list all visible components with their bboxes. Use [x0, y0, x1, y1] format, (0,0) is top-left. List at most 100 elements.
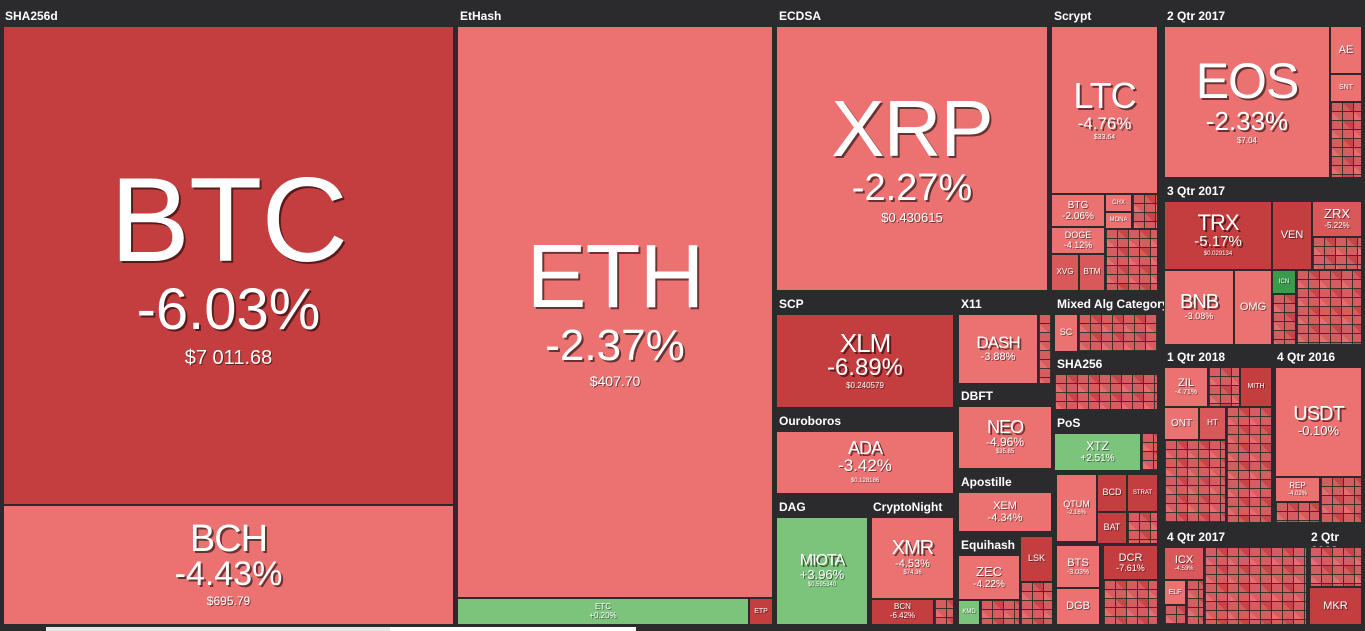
tile-btg[interactable]: BTG -2.06% [1051, 194, 1105, 227]
tile-rep[interactable]: REP -4.02% [1275, 477, 1320, 502]
tile-lsk[interactable]: LSK [1020, 536, 1053, 582]
misc-small-coins-mosaic[interactable] [1020, 582, 1053, 625]
tile-zil[interactable]: ZIL -4.71% [1164, 367, 1208, 407]
tile-trx[interactable]: TRX -5.17% $0.029134 [1164, 201, 1272, 270]
tile-xmr[interactable]: XMR -4.53% $74.36 [871, 517, 954, 599]
tile-trx-price: $0.029134 [1203, 251, 1233, 258]
tile-eos-change: -2.33% [1205, 105, 1289, 136]
qtr4-2016-small-coins-mosaic-2[interactable] [1275, 502, 1320, 523]
tile-xrp[interactable]: XRP -2.27% $0.430615 [776, 26, 1048, 291]
pos-small-coins-mosaic[interactable] [1141, 433, 1158, 471]
tile-xem[interactable]: XEM -4.34% [958, 492, 1052, 532]
tile-xlm-price: $0.240579 [846, 380, 884, 390]
tile-bts[interactable]: BTS -3.03% [1056, 545, 1100, 588]
tile-usdt[interactable]: USDT -0.10% [1275, 367, 1362, 477]
tile-qtum[interactable]: QTUM -2.16% [1056, 474, 1097, 542]
qtr4-2016-small-coins-mosaic[interactable] [1320, 477, 1362, 523]
tile-icn[interactable]: ICN [1272, 270, 1296, 294]
qtr1-2018-small-coins-mosaic-2[interactable] [1226, 407, 1272, 523]
tile-eos-price: $7.04 [1236, 135, 1258, 145]
tile-dcr[interactable]: DCR -7.61% [1103, 545, 1158, 580]
tile-btg-change: -2.06% [1062, 210, 1094, 222]
misc-small-coins-mosaic-2[interactable] [1127, 512, 1158, 544]
tile-neo[interactable]: NEO -4.96% $35.85 [958, 406, 1052, 469]
tile-omg[interactable]: OMG [1234, 270, 1272, 345]
qtr1-2018-small-coins-mosaic-3[interactable] [1164, 440, 1226, 523]
tile-mith[interactable]: MITH [1240, 367, 1272, 407]
qtr3-2017-small-coins-mosaic-2[interactable] [1296, 270, 1362, 345]
qtr3-2017-small-coins-mosaic-3[interactable] [1272, 294, 1296, 345]
tile-sc[interactable]: SC [1054, 314, 1078, 352]
tile-bch-change: -4.43% [174, 555, 283, 594]
tile-btg-symbol: BTG [1067, 199, 1089, 211]
tile-strat[interactable]: STRAT [1127, 474, 1158, 512]
qtr2-2018-small-coins-mosaic[interactable] [1309, 547, 1362, 587]
tile-btm-symbol: BTM [1083, 267, 1101, 277]
qtr1-2018-small-coins-mosaic[interactable] [1208, 367, 1240, 407]
tile-mkr[interactable]: MKR [1309, 587, 1362, 625]
x11-small-coins-mosaic[interactable] [1038, 314, 1052, 384]
tile-kmd[interactable]: KMD [958, 600, 980, 625]
tile-eos[interactable]: EOS -2.33% $7.04 [1164, 26, 1330, 178]
horizontal-scrollbar-thumb[interactable] [46, 627, 390, 631]
tile-eth[interactable]: ETH -2.37% $407.70 [457, 26, 773, 598]
qtr4-2017-small-coins-mosaic[interactable] [1204, 547, 1307, 625]
qtr4-2017-small-coins-mosaic-3[interactable] [1164, 605, 1186, 625]
tile-ltc-price: $33.64 [1093, 133, 1116, 141]
tile-miota-symbol: MIOTA [799, 551, 845, 569]
tile-xtz[interactable]: XTZ +2.51% [1054, 433, 1141, 471]
tile-snt[interactable]: SNT [1330, 74, 1362, 102]
tile-elf[interactable]: ELF [1164, 580, 1186, 605]
sha256-small-coins-mosaic[interactable] [1054, 374, 1158, 410]
tile-zec[interactable]: ZEC -4.22% [958, 555, 1020, 600]
tile-etc[interactable]: ETC +0.20% [457, 598, 749, 625]
tile-ht[interactable]: HT [1199, 407, 1226, 440]
tile-icx[interactable]: ICX -4.53% [1164, 547, 1204, 580]
tile-mona[interactable]: MONA [1105, 212, 1132, 229]
mixed-alg-small-coins-mosaic[interactable] [1078, 314, 1158, 352]
tile-btc-price: $7 011.68 [184, 346, 273, 369]
tile-ada[interactable]: ADA -3.42% $0.128186 [776, 431, 954, 494]
equihash-small-coins-mosaic[interactable] [980, 600, 1020, 625]
tile-chx[interactable]: CHX [1105, 194, 1132, 212]
tile-dgb[interactable]: DGB [1056, 588, 1100, 625]
tile-ven-symbol: VEN [1280, 229, 1304, 242]
scrypt-small-coins-mosaic-2[interactable] [1105, 229, 1158, 291]
tile-btm[interactable]: BTM [1079, 254, 1105, 291]
tile-zrx[interactable]: ZRX -5.22% [1312, 201, 1362, 237]
tile-xtz-change: +2.51% [1080, 453, 1115, 465]
tile-bcn[interactable]: BCN -6.42% [871, 599, 934, 625]
tile-xrp-symbol: XRP [831, 84, 993, 174]
tile-zrx-symbol: ZRX [1324, 206, 1350, 222]
misc-small-coins-mosaic-3[interactable] [1103, 580, 1158, 625]
tile-xvg[interactable]: XVG [1051, 254, 1079, 291]
tile-ven[interactable]: VEN [1272, 201, 1312, 270]
tile-miota[interactable]: MIOTA +3.96% $0.595340 [776, 517, 868, 625]
tile-icn-symbol: ICN [1278, 278, 1290, 285]
tile-dash-change: -3.88% [980, 351, 1016, 364]
tile-btc[interactable]: BTC -6.03% $7 011.68 [3, 26, 454, 505]
group-header-2qtr2017: 2 Qtr 2017 [1167, 9, 1226, 23]
tile-bcd[interactable]: BCD [1097, 474, 1127, 512]
tile-btc-change: -6.03% [136, 276, 321, 342]
tile-bcn-symbol: BCN [894, 602, 911, 612]
tile-etp[interactable]: ETP [749, 598, 773, 625]
tile-dash[interactable]: DASH -3.88% [958, 314, 1038, 384]
tile-ae[interactable]: AE [1330, 26, 1362, 74]
cryptonight-small-coins-mosaic[interactable] [934, 599, 954, 625]
tile-doge[interactable]: DOGE -4.12% [1051, 227, 1105, 254]
qtr4-2017-small-coins-mosaic-2[interactable] [1186, 580, 1204, 625]
qtr3-2017-small-coins-mosaic[interactable] [1312, 237, 1362, 270]
tile-xlm[interactable]: XLM -6.89% $0.240579 [776, 314, 954, 408]
group-header-equihash: Equihash [961, 538, 1016, 552]
scrypt-small-coins-mosaic[interactable] [1132, 194, 1158, 229]
tile-elf-symbol: ELF [1168, 588, 1182, 596]
tile-eth-symbol: ETH [526, 226, 705, 327]
group-header-ecdsa: ECDSA [779, 9, 822, 23]
tile-bnb[interactable]: BNB -3.08% [1164, 270, 1234, 345]
tile-ltc[interactable]: LTC -4.76% $33.64 [1051, 26, 1158, 194]
tile-bat[interactable]: BAT [1097, 512, 1127, 544]
qtr2-2017-small-coins-mosaic[interactable] [1330, 102, 1362, 178]
tile-bch[interactable]: BCH -4.43% $695.79 [3, 505, 454, 625]
tile-ont[interactable]: ONT [1164, 407, 1199, 440]
